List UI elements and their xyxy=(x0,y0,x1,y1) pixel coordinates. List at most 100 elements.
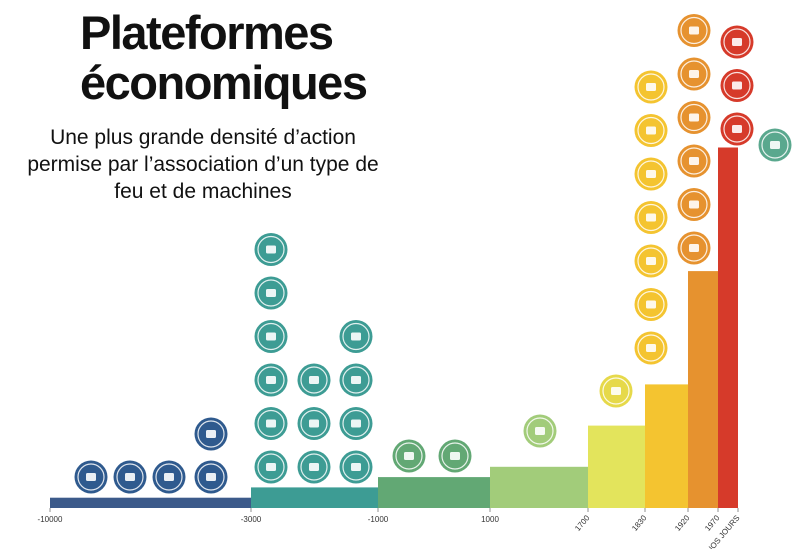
icon-ring xyxy=(197,463,225,491)
icon-glyph xyxy=(732,125,742,133)
icon-ring xyxy=(116,463,144,491)
icon-ring xyxy=(342,366,370,394)
atom-icon xyxy=(720,112,754,146)
icon-glyph xyxy=(646,83,656,91)
icon-ring xyxy=(197,420,225,448)
icon-ring xyxy=(637,160,665,188)
copper-ingot-icon xyxy=(254,407,288,440)
icon-ring xyxy=(257,279,285,307)
title-line-2: économiques xyxy=(80,56,368,109)
icon-glyph xyxy=(689,244,699,252)
page-title: Plateformes économiques xyxy=(80,6,368,109)
x-tick-label: -10000 xyxy=(38,515,63,524)
icon-glyph xyxy=(309,463,319,471)
icon-ring xyxy=(680,147,708,175)
icon-ring xyxy=(342,409,370,438)
icon-ring xyxy=(526,417,554,445)
icon-glyph xyxy=(689,157,699,165)
icon-glyph xyxy=(646,126,656,135)
icon-glyph xyxy=(206,430,216,438)
x-tick-label: 1920 xyxy=(673,513,692,533)
icon-ring xyxy=(342,453,370,481)
icon-ring xyxy=(395,442,423,470)
x-tick-label: 1830 xyxy=(630,513,649,533)
step-bar xyxy=(688,271,718,508)
icon-ring xyxy=(637,116,665,145)
icon-glyph xyxy=(689,70,699,78)
flask-icon xyxy=(677,144,711,178)
x-tick-label: 1000 xyxy=(481,515,499,524)
icon-ring xyxy=(637,73,665,101)
icon-ring xyxy=(300,409,328,438)
hand-fruit-icon xyxy=(194,417,228,451)
icon-glyph xyxy=(266,245,276,254)
icon-glyph xyxy=(351,419,361,428)
farm-tractor-icon xyxy=(677,57,711,91)
icon-ring xyxy=(680,103,708,132)
icon-ring xyxy=(637,334,665,362)
icon-glyph xyxy=(351,332,361,341)
building-icon xyxy=(339,450,373,484)
icon-ring xyxy=(680,234,708,262)
title-line-1: Plateformes xyxy=(80,6,334,59)
computer-icon xyxy=(720,69,754,102)
icon-glyph xyxy=(450,452,460,460)
lightning-icon xyxy=(634,157,668,191)
icon-glyph xyxy=(266,332,276,341)
icon-glyph xyxy=(732,81,742,90)
icon-glyph xyxy=(611,387,621,395)
icon-ring xyxy=(637,290,665,319)
icon-glyph xyxy=(535,427,545,435)
brick-wall-icon xyxy=(339,363,373,397)
icon-ring xyxy=(257,409,285,438)
tractor-icon xyxy=(634,201,668,234)
step-bar xyxy=(251,487,378,508)
barrel-icon xyxy=(677,231,711,265)
bronze-ingot-icon xyxy=(254,320,288,353)
coal-heap-icon xyxy=(634,331,668,365)
wheat-icon xyxy=(297,363,331,397)
subtitle: Une plus grande densité d’action permise… xyxy=(27,126,379,203)
coal-icon xyxy=(599,374,633,408)
x-tick-label: 1970 xyxy=(703,513,722,533)
x-tick-label: -1000 xyxy=(368,515,389,524)
icon-glyph xyxy=(164,473,174,481)
icon-ring xyxy=(637,247,665,275)
steam-locomotive-icon xyxy=(634,244,668,278)
cart-icon xyxy=(339,407,373,440)
oil-drop-icon xyxy=(677,14,711,47)
rail-icon xyxy=(634,70,668,104)
silver-ingot-icon xyxy=(254,276,288,310)
wind-solar-icon xyxy=(758,128,792,162)
icon-ring xyxy=(342,322,370,351)
bow-icon xyxy=(194,460,228,494)
icon-glyph xyxy=(404,452,414,460)
icon-ring xyxy=(300,453,328,481)
iron-ingot-icon xyxy=(254,363,288,397)
icon-glyph xyxy=(689,26,699,35)
ship-icon xyxy=(339,320,373,353)
icon-glyph xyxy=(266,463,276,471)
icon-ring xyxy=(723,71,751,100)
icon-glyph xyxy=(206,473,216,481)
icon-ring xyxy=(637,203,665,232)
icon-ring xyxy=(155,463,183,491)
icon-glyph xyxy=(266,376,276,384)
windmill-icon xyxy=(438,439,472,473)
icon-ring xyxy=(680,190,708,219)
ox-icon xyxy=(297,407,331,440)
sun-icon xyxy=(297,450,331,484)
icon-glyph xyxy=(86,473,96,481)
icon-ring xyxy=(300,366,328,394)
icon-ring xyxy=(257,453,285,481)
icon-glyph xyxy=(689,113,699,122)
step-bar xyxy=(50,497,251,508)
icon-glyph xyxy=(646,344,656,352)
blast-furnace-icon xyxy=(634,288,668,321)
step-bar xyxy=(490,466,588,508)
step-bar xyxy=(588,425,645,508)
horseshoe-icon xyxy=(254,233,288,266)
icon-glyph xyxy=(266,289,276,297)
icon-ring xyxy=(761,131,789,159)
